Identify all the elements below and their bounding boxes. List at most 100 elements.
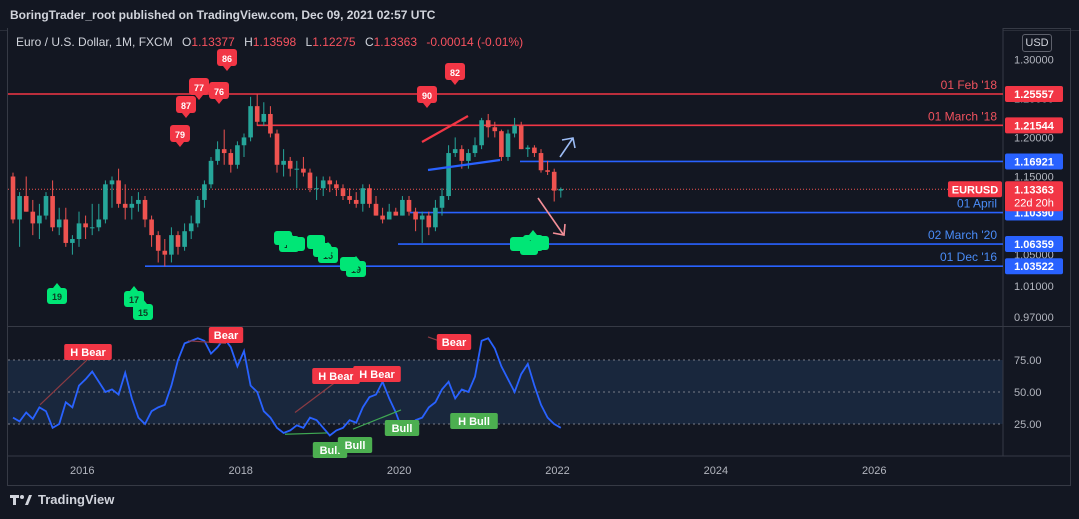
candle-body [334, 184, 339, 189]
candle-body [43, 196, 49, 216]
bear-label [436, 334, 472, 350]
candle-body [353, 199, 359, 204]
bear-label [208, 327, 244, 343]
trendline-support [427, 158, 501, 172]
candle-body [400, 199, 405, 216]
sell-marker [189, 78, 209, 95]
buy-marker-label: 15 [138, 308, 148, 318]
candle-body [439, 196, 445, 208]
footer-brand: TradingView [38, 492, 115, 507]
candle-body [10, 176, 16, 220]
rsi-tick-label: 25.00 [1014, 419, 1042, 431]
buy-marker [133, 304, 153, 320]
candle-body [294, 168, 300, 170]
candle-body [406, 199, 412, 212]
buy-marker-tip [529, 230, 537, 235]
price-tick-label: 1.15000 [1014, 172, 1054, 184]
candle-body [202, 184, 207, 200]
sell-marker-label: 79 [175, 130, 185, 140]
price-tick-label: 0.97000 [1014, 312, 1054, 324]
sell-marker-tip [423, 103, 431, 108]
bear-divergence-line [39, 359, 88, 406]
tradingview-logo-icon [10, 494, 32, 505]
level-date-label: 01 Dec '16 [940, 250, 997, 264]
candle-body [274, 133, 280, 165]
bull-label [384, 420, 420, 436]
close-label: C [364, 35, 374, 49]
candle-body [386, 211, 392, 220]
rsi-signal-label: H Bear [359, 369, 395, 381]
candle-body [499, 131, 504, 157]
candle-body [221, 149, 227, 154]
level-price-value: 1.16921 [1014, 156, 1054, 168]
buy-marker-cluster [531, 236, 549, 250]
sell-marker-label: 87 [181, 101, 191, 111]
level-price-value: 1.25557 [1014, 89, 1054, 101]
sell-marker [209, 82, 229, 99]
symbol-legend: Euro / U.S. Dollar, 1M, FXCM O1.13377 H1… [16, 35, 523, 49]
candle-body [538, 153, 544, 171]
open-label: O [182, 35, 192, 49]
candle-body [373, 203, 379, 216]
candle-body [142, 199, 148, 220]
candle-body [261, 113, 267, 122]
bear-label [64, 344, 112, 360]
low-label: L [305, 35, 313, 49]
sell-marker-tip [223, 66, 231, 71]
currency-button[interactable]: USD [1022, 34, 1052, 52]
candle-body [551, 171, 557, 191]
sell-marker [176, 96, 196, 113]
bull-divergence-line [284, 432, 328, 435]
level-date-label: 01 March '18 [928, 109, 997, 123]
change-value: -0.00014 (-0.01%) [426, 35, 524, 49]
candle-body [241, 137, 247, 146]
rsi-line [12, 336, 562, 437]
candle-body [393, 211, 399, 216]
symbol-tag-text: EURUSD [952, 184, 999, 196]
low-value: 1.12275 [312, 35, 356, 49]
candle-body [525, 147, 531, 150]
candle-body [129, 203, 135, 208]
candle-body [479, 120, 484, 146]
candle-body [175, 235, 181, 247]
candle-body [195, 199, 201, 224]
price-tick-label: 1.01000 [1014, 281, 1054, 293]
bull-divergence-line [352, 409, 402, 430]
buy-marker-tip [139, 299, 147, 304]
candle-body [103, 184, 108, 220]
bear-label [353, 366, 401, 382]
buy-marker-cluster [287, 237, 305, 251]
time-tick-label: 2022 [545, 465, 569, 477]
current-price-value: 1.13363 [1014, 184, 1054, 196]
bar-countdown: 22d 20h [1014, 197, 1054, 209]
time-tick-label: 2026 [862, 465, 886, 477]
symbol-tag [948, 181, 1002, 198]
candle-body [162, 250, 168, 255]
candle-body [208, 160, 214, 185]
price-pane [8, 28, 1003, 325]
bull-label [337, 437, 373, 453]
candle-body [169, 235, 174, 255]
level-price-tag [1005, 85, 1063, 102]
tradingview-footer: TradingView [10, 492, 114, 507]
candle-body [215, 149, 220, 161]
candle-body [545, 170, 550, 172]
candle-body [136, 199, 141, 204]
rsi-tick-label: 75.00 [1014, 355, 1042, 367]
symbol-name[interactable]: Euro / U.S. Dollar, 1M, FXCM [16, 35, 173, 49]
rsi-signal-label: Bear [442, 337, 467, 349]
sell-marker-label: 86 [222, 54, 232, 64]
rsi-signal-label: Bull [345, 440, 366, 452]
candle-body [459, 149, 465, 161]
bull-label [450, 413, 498, 429]
candle-body [281, 160, 286, 165]
candle-body [287, 160, 293, 169]
candle-body [76, 223, 82, 240]
candle-body [17, 196, 22, 220]
sell-marker [217, 49, 237, 66]
level-date-label: 01 April [957, 197, 997, 211]
candle-body [367, 188, 372, 204]
candle-body [228, 153, 234, 165]
arrow-down-icon [537, 197, 566, 236]
